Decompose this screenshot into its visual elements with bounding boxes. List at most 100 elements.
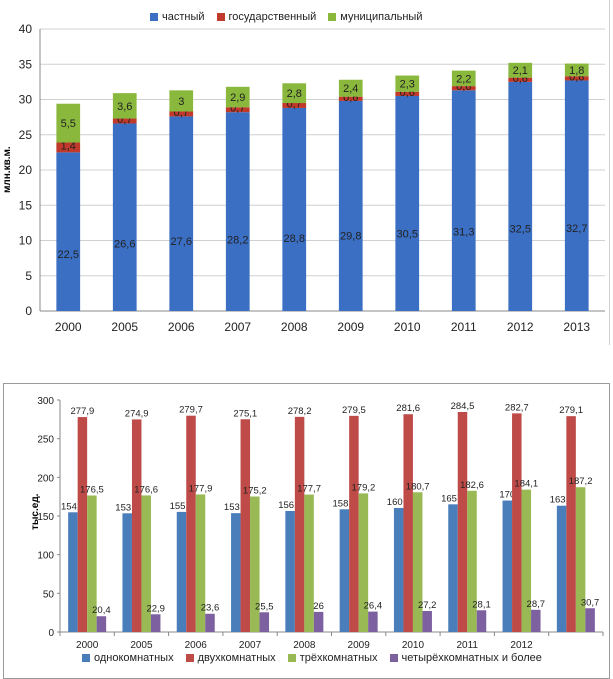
data-label: 182,6	[460, 480, 484, 491]
bar	[412, 492, 423, 632]
bar	[285, 510, 295, 632]
chart-legend: однокомнатных двухкомнатных трёхкомнатных ч…	[82, 652, 554, 664]
y-tick-label: 10	[19, 234, 33, 248]
bar-segment	[395, 91, 420, 96]
x-tick-label: 2011	[451, 320, 477, 334]
bar-segment	[451, 90, 476, 312]
legend-item: двухкомнатных	[185, 652, 276, 664]
bar-segment	[338, 96, 363, 101]
legend-label: частный	[162, 11, 205, 23]
x-tick-label: 2010	[402, 640, 425, 651]
bar-segment	[508, 77, 533, 82]
bar	[585, 608, 595, 632]
data-label: 26,4	[364, 601, 383, 612]
legend-item: трёхкомнатных	[287, 652, 378, 664]
bar	[457, 411, 468, 632]
x-tick-label: 2009	[337, 320, 364, 334]
data-label: 170	[499, 490, 515, 501]
data-label: 279,1	[559, 405, 583, 416]
x-tick-label: 2012	[507, 320, 534, 334]
x-tick-label: 2011	[456, 640, 478, 651]
data-label: 3,6	[117, 101, 132, 113]
area-chart-panel: частный государственный муниципальный млн.…	[2, 0, 610, 345]
y-tick-label: 100	[37, 551, 54, 562]
bar	[96, 616, 107, 632]
data-label: 179,2	[352, 482, 376, 493]
bar-segment	[564, 63, 589, 77]
bar	[512, 413, 522, 632]
legend-label: двухкомнатных	[197, 652, 276, 664]
data-label: 158,7	[333, 498, 357, 509]
data-label: 2,8	[287, 88, 302, 100]
y-tick-label: 15	[19, 198, 33, 212]
x-tick-label: 2012	[510, 640, 533, 651]
legend-swatch	[150, 13, 158, 21]
bar	[349, 415, 359, 632]
bar	[259, 612, 270, 632]
bar-segment	[112, 118, 137, 124]
bar	[176, 511, 187, 632]
bar	[313, 611, 324, 632]
legend-item: однокомнатных	[82, 652, 174, 664]
bar	[68, 512, 78, 632]
data-label: 284,5	[451, 401, 475, 412]
data-label: 23,6	[201, 603, 220, 614]
bar	[231, 513, 241, 632]
data-label: 32,5	[510, 224, 531, 236]
y-tick-label: 200	[37, 473, 54, 484]
bar	[304, 494, 314, 632]
bar	[250, 496, 260, 632]
data-label: 2,3	[400, 79, 415, 91]
bar-segment	[508, 62, 533, 78]
bar	[141, 495, 151, 632]
y-tick-label: 150	[37, 512, 54, 523]
legend-label: государственный	[228, 11, 317, 23]
data-label: 27,2	[418, 600, 437, 611]
data-label: 155,3	[170, 501, 194, 512]
data-label: 184,1	[514, 479, 538, 490]
data-label: 28,8	[284, 233, 305, 245]
bar	[566, 416, 576, 632]
data-label: 31,3	[453, 227, 474, 239]
data-label: 30,7	[581, 597, 600, 608]
x-tick-label: 2008	[281, 320, 308, 334]
x-tick-label: 2005	[111, 320, 138, 334]
data-label: 22,9	[146, 603, 165, 614]
data-label: 176,5	[80, 485, 104, 496]
data-label: 25,5	[255, 601, 274, 612]
y-tick-label: 50	[43, 589, 55, 600]
bar	[87, 495, 97, 632]
data-label: 175,2	[243, 486, 267, 497]
x-tick-label: 2005	[130, 640, 153, 651]
bar-segment	[112, 123, 137, 311]
legend-item: частный	[150, 11, 205, 23]
bar	[150, 614, 161, 632]
data-label: 2,1	[513, 65, 528, 77]
y-tick-label: 25	[19, 128, 33, 142]
data-label: 2,9	[230, 92, 245, 104]
legend-item: муниципальный	[328, 11, 422, 23]
bar-segment	[169, 111, 194, 117]
legend-swatch	[389, 654, 398, 662]
legend-item: четырёхкомнатных и более	[389, 652, 542, 664]
bar-segment	[338, 100, 363, 311]
x-tick-label: 2013	[563, 320, 590, 334]
bar-segment	[169, 90, 194, 112]
legend-label: муниципальный	[340, 11, 423, 23]
bar-segment	[395, 95, 420, 311]
bar	[77, 417, 88, 632]
data-label: 281,6	[396, 403, 420, 414]
data-label: 3	[178, 96, 184, 108]
data-label: 1,4	[61, 140, 76, 152]
bar	[575, 487, 586, 632]
data-label: 177,9	[189, 483, 213, 494]
legend-label: однокомнатных	[94, 652, 174, 664]
chart-frame	[3, 0, 610, 345]
data-label: 187,2	[569, 476, 593, 487]
y-tick-label: 30	[19, 93, 33, 107]
data-label: 163,3	[550, 495, 574, 506]
bar	[476, 610, 487, 632]
bar	[556, 505, 567, 632]
y-tick-label: 20	[19, 163, 33, 177]
legend-swatch	[287, 654, 296, 662]
